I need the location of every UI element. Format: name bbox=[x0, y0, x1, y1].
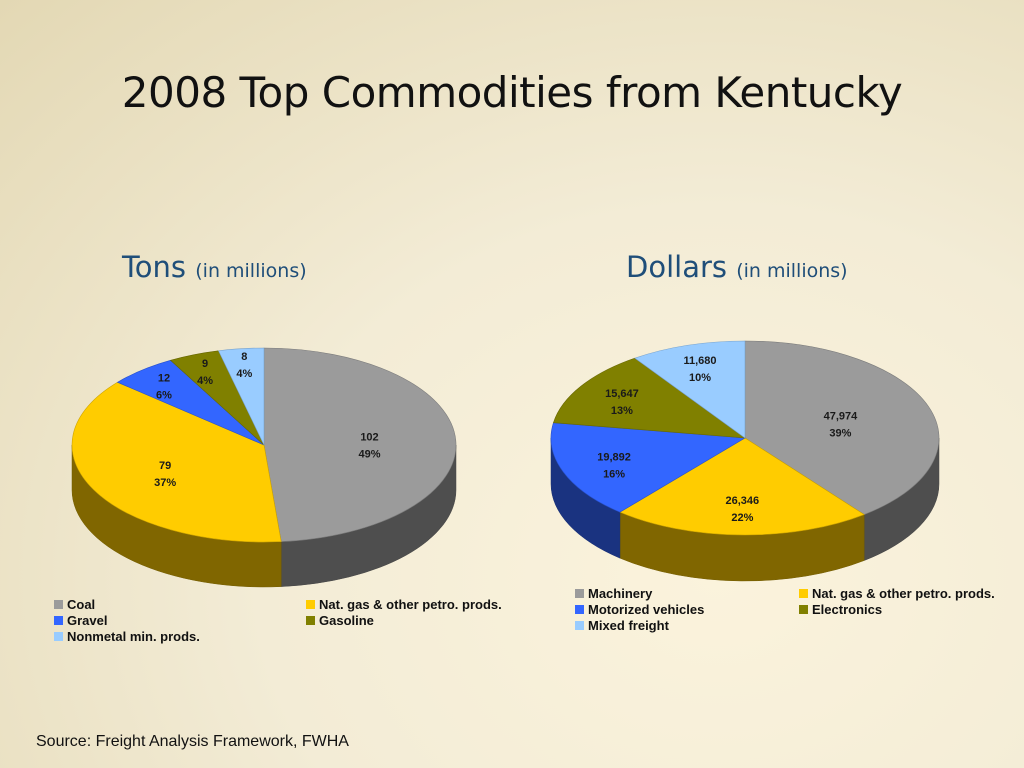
tons-pie-chart: 102 49% 79 37% 12 6% 9 4% 8 4% bbox=[71, 347, 457, 588]
dollars-legend-item-mixed-freight: Mixed freight bbox=[575, 618, 799, 633]
tons-percent-label-gravel: 6% bbox=[156, 390, 172, 402]
tons-chart-title-text: Tons bbox=[122, 250, 187, 284]
dollars-value-label-machinery: 47,974 bbox=[824, 411, 859, 423]
tons-value-label-coal: 102 bbox=[360, 432, 378, 444]
tons-percent-label-coal: 49% bbox=[358, 449, 380, 461]
dollars-chart-title: Dollars (in millions) bbox=[626, 250, 848, 284]
tons-legend-item-coal: Coal bbox=[54, 597, 306, 612]
tons-percent-label-nonmetal-min-prods: 4% bbox=[236, 368, 252, 380]
tons-legend-swatch bbox=[54, 632, 63, 641]
tons-legend-item-gasoline: Gasoline bbox=[306, 613, 546, 628]
tons-legend-item-gravel: Gravel bbox=[54, 613, 306, 628]
dollars-legend-swatch bbox=[799, 605, 808, 614]
dollars-legend-item-nat-gas-and-other-petro-prods: Nat. gas & other petro. prods. bbox=[799, 586, 1024, 601]
tons-percent-label-nat-gas-and-other-petro-prods: 37% bbox=[154, 477, 176, 489]
tons-pie-top bbox=[71, 347, 457, 543]
dollars-legend-swatch bbox=[575, 621, 584, 630]
tons-legend-label: Nonmetal min. prods. bbox=[67, 629, 200, 644]
tons-legend-item-nonmetal-min-prods: Nonmetal min. prods. bbox=[54, 629, 306, 644]
dollars-slice-machinery bbox=[744, 340, 940, 515]
dollars-slice-motorized-vehicles bbox=[550, 422, 746, 513]
dollars-percent-label-motorized-vehicles: 16% bbox=[603, 468, 625, 480]
dollars-slice-electronics bbox=[553, 357, 747, 439]
dollars-legend: Machinery Nat. gas & other petro. prods. M… bbox=[575, 586, 1024, 633]
dollars-value-label-motorized-vehicles: 19,892 bbox=[597, 451, 631, 463]
dollars-percent-label-electronics: 13% bbox=[611, 405, 633, 417]
tons-legend-item-nat-gas-and-other-petro-prods: Nat. gas & other petro. prods. bbox=[306, 597, 546, 612]
tons-value-label-nonmetal-min-prods: 8 bbox=[241, 351, 247, 363]
tons-legend-swatch bbox=[306, 600, 315, 609]
tons-value-label-nat-gas-and-other-petro-prods: 79 bbox=[159, 460, 171, 472]
dollars-slice-mixed-freight bbox=[634, 340, 746, 439]
dollars-pie-chart: 47,974 39% 26,346 22% 19,892 16% 15,647 13% 11,6… bbox=[550, 340, 940, 582]
tons-chart-title: Tons (in millions) bbox=[122, 250, 307, 284]
tons-legend-swatch bbox=[306, 616, 315, 625]
slide-title: 2008 Top Commodities from Kentucky bbox=[121, 68, 903, 117]
dollars-legend-item-motorized-vehicles: Motorized vehicles bbox=[575, 602, 799, 617]
dollars-legend-label: Electronics bbox=[812, 602, 883, 617]
dollars-percent-label-nat-gas-and-other-petro-prods: 22% bbox=[731, 512, 753, 524]
dollars-percent-label-mixed-freight: 10% bbox=[689, 372, 711, 384]
dollars-legend-label: Motorized vehicles bbox=[588, 602, 705, 617]
tons-legend-swatch bbox=[54, 600, 63, 609]
dollars-legend-label: Nat. gas & other petro. prods. bbox=[812, 586, 995, 601]
tons-value-label-gravel: 12 bbox=[158, 373, 170, 385]
tons-percent-label-gasoline: 4% bbox=[197, 375, 213, 387]
tons-legend-swatch bbox=[54, 616, 63, 625]
dollars-chart-title-text: Dollars bbox=[626, 250, 727, 284]
dollars-slice-labels: 47,974 39% 26,346 22% 19,892 16% 15,647 13% 11,6… bbox=[597, 355, 858, 524]
tons-slice-labels: 102 49% 79 37% 12 6% 9 4% 8 4% bbox=[154, 351, 381, 489]
dollars-pie-sides bbox=[550, 437, 940, 582]
dollars-percent-label-machinery: 39% bbox=[829, 428, 851, 440]
dollars-legend-label: Mixed freight bbox=[588, 618, 669, 633]
dollars-legend-swatch bbox=[575, 605, 584, 614]
dollars-pie-top bbox=[550, 340, 940, 536]
tons-value-label-gasoline: 9 bbox=[202, 358, 208, 370]
dollars-legend-item-machinery: Machinery bbox=[575, 586, 799, 601]
dollars-legend-swatch bbox=[575, 589, 584, 598]
tons-chart-unit: (in millions) bbox=[195, 260, 307, 282]
dollars-value-label-mixed-freight: 11,680 bbox=[683, 355, 716, 367]
dollars-slice-nat-gas-and-other-petro-prods bbox=[619, 437, 865, 536]
dollars-value-label-electronics: 15,647 bbox=[605, 388, 639, 400]
dollars-chart-unit: (in millions) bbox=[736, 260, 848, 282]
tons-slice-nat-gas-and-other-petro-prods bbox=[71, 381, 282, 543]
dollars-legend-item-electronics: Electronics bbox=[799, 602, 1024, 617]
tons-slice-nonmetal-min-prods bbox=[218, 347, 265, 446]
tons-legend-label: Nat. gas & other petro. prods. bbox=[319, 597, 502, 612]
tons-legend-label: Coal bbox=[67, 597, 96, 612]
dollars-legend-swatch bbox=[799, 589, 808, 598]
tons-legend-label: Gravel bbox=[67, 613, 108, 628]
dollars-legend-label: Machinery bbox=[588, 586, 653, 601]
source-note: Source: Freight Analysis Framework, FWHA bbox=[36, 733, 349, 750]
dollars-value-label-nat-gas-and-other-petro-prods: 26,346 bbox=[726, 495, 760, 507]
tons-legend: Coal Nat. gas & other petro. prods. Gravel… bbox=[54, 597, 546, 644]
tons-legend-label: Gasoline bbox=[319, 613, 374, 628]
tons-slice-coal bbox=[263, 347, 457, 542]
